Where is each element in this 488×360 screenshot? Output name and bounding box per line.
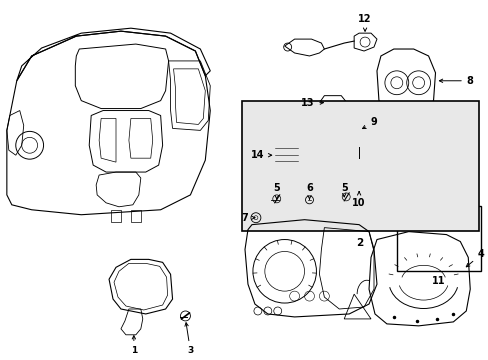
Text: 9: 9 (362, 117, 377, 129)
Text: 1: 1 (130, 336, 137, 355)
Text: 4: 4 (466, 249, 484, 267)
Text: 6: 6 (305, 183, 312, 199)
Text: 5: 5 (340, 183, 347, 197)
Text: 13: 13 (300, 98, 323, 108)
Text: 11: 11 (431, 276, 445, 286)
Bar (111, 210, 121, 222)
Text: 10: 10 (352, 192, 365, 208)
Text: 7: 7 (241, 213, 254, 223)
Text: 5: 5 (273, 183, 280, 199)
Text: 8: 8 (439, 76, 473, 86)
Bar (131, 210, 141, 222)
Text: 2: 2 (356, 238, 363, 248)
Bar (242, 100, 478, 231)
Text: 14: 14 (251, 150, 271, 160)
Text: 3: 3 (184, 323, 193, 355)
Bar (396, 206, 480, 271)
Text: 12: 12 (358, 14, 371, 31)
